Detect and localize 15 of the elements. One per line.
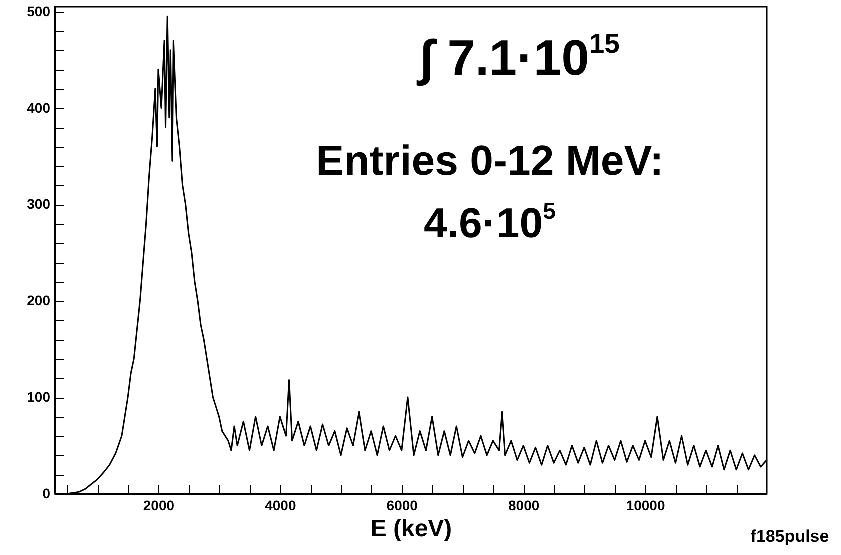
x-axis-title: E (keV)	[370, 516, 452, 542]
x-tick-label: 6000	[386, 498, 418, 514]
y-tick-label: 200	[27, 292, 51, 309]
annotation: Entries 0-12 MeV:	[316, 137, 664, 184]
text: f185pulse	[750, 527, 830, 546]
x-tick-label: 10000	[626, 498, 666, 514]
x-tick-label: 8000	[508, 498, 540, 514]
x-tick-label: 2000	[143, 498, 175, 514]
annotation: 4.6·10$^{5}$	[424, 198, 556, 246]
y-tick-label: 400	[27, 100, 51, 116]
y-tick-label: 0	[42, 486, 51, 502]
y-tick-label: 300	[27, 196, 51, 212]
y-tick-label: 100	[27, 389, 51, 406]
x-tick-label: 4000	[265, 498, 296, 514]
y-tick-label: 500	[27, 3, 51, 20]
